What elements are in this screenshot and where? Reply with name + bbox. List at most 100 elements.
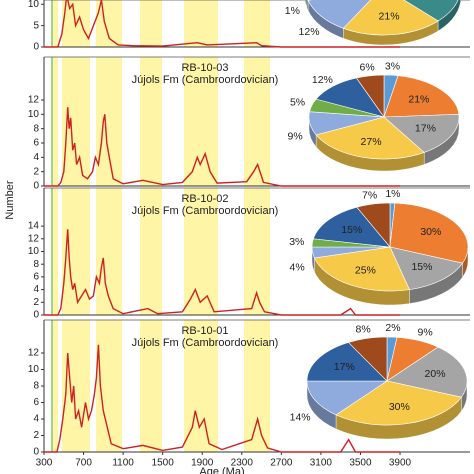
pie-label: 21% [379, 10, 400, 22]
panel-title: RB-10-01 [181, 325, 228, 337]
y-tick-label: 0 [33, 181, 39, 192]
pie-label: 27% [361, 136, 382, 148]
highlight-band [96, 188, 122, 315]
pie-label: 9% [288, 131, 303, 143]
pie-slice [383, 114, 460, 153]
pie-slice [389, 202, 469, 264]
x-tick-label: 3100 [310, 458, 333, 469]
pie-label: 15% [341, 224, 362, 236]
highlight-band [140, 188, 162, 315]
pie-slice [355, 74, 385, 118]
y-tick-label: 10 [28, 0, 40, 10]
pie-label: 4% [290, 261, 305, 273]
pie-label: 1% [285, 5, 300, 17]
y-tick-label: 0 [33, 42, 39, 53]
y-tick-label: 10 [28, 109, 40, 120]
pie-slice [335, 380, 462, 426]
x-tick-label: 2700 [270, 458, 293, 469]
x-axis-label: Age (Ma) [199, 466, 244, 474]
pie-label: 17% [415, 123, 436, 135]
y-axis-label: Number [4, 180, 16, 219]
pie-label: 21% [408, 94, 429, 106]
pie-slice [347, 336, 388, 382]
density-curve [44, 229, 400, 316]
pie-label: 17% [334, 361, 355, 373]
panel-title: RB-10-02 [181, 193, 228, 205]
y-tick-label: 8 [33, 123, 39, 134]
x-tick-label: 3500 [349, 458, 372, 469]
x-tick-label: 1500 [152, 458, 175, 469]
density-curve [44, 107, 400, 187]
y-tick-label: 0 [33, 310, 39, 321]
pie-label: 30% [389, 401, 410, 413]
highlight-band [184, 57, 218, 186]
x-tick-label: 3900 [389, 458, 412, 469]
highlight-bands [51, 0, 270, 452]
density-curve [44, 344, 400, 453]
highlight-band [184, 320, 218, 452]
y-tick-label: 8 [33, 381, 39, 392]
highlight-band [51, 188, 58, 315]
highlight-band [184, 188, 218, 315]
pie-label: 12% [299, 26, 320, 38]
y-tick-label: 2 [33, 430, 39, 441]
pie-label: 15% [411, 261, 432, 273]
pie-label: 9% [418, 326, 433, 338]
pie-rest-side [437, 0, 461, 32]
highlight-band [96, 57, 122, 186]
panel-subtitle: Jújols Fm (Cambroordovician) [132, 74, 279, 86]
y-tick-label: 0 [33, 447, 39, 458]
pie-rest [403, 0, 459, 22]
pie-label: 1% [385, 188, 400, 200]
pie-label: 3% [385, 61, 400, 73]
highlight-band [140, 57, 162, 186]
pie-slice [315, 116, 425, 160]
pie-label: 30% [420, 226, 441, 238]
highlight-band [51, 0, 58, 47]
y-tick-label: 12 [28, 95, 40, 106]
highlight-band [184, 0, 218, 47]
pie-label: 8% [356, 324, 371, 336]
pie-label: 6% [360, 61, 375, 73]
y-tick-label: 6 [33, 397, 39, 408]
highlight-band [140, 320, 162, 452]
pie-label: 25% [355, 264, 376, 276]
pie-slice [306, 380, 388, 416]
pie-slice [312, 206, 391, 248]
panel-subtitle: Jújols Fm (Cambroordovician) [132, 205, 279, 217]
y-tick-label: 4 [33, 414, 39, 425]
highlight-band [140, 0, 162, 47]
pie-label: 2% [385, 322, 400, 334]
pie-slice [386, 346, 468, 398]
pie-slice [314, 246, 410, 292]
y-tick-label: 5 [33, 20, 39, 31]
x-tick-label: 300 [36, 458, 53, 469]
density-curve [44, 0, 400, 48]
highlight-band [51, 320, 58, 452]
pie-slice [306, 342, 388, 382]
highlight-band [96, 0, 122, 47]
y-tick-label: 2 [33, 166, 39, 177]
panel-title: RB-10-03 [181, 62, 228, 74]
highlight-band [62, 57, 90, 186]
x-tick-label: 1100 [112, 458, 134, 469]
y-tick-label: 10 [28, 246, 40, 257]
highlight-band [244, 0, 270, 47]
highlight-band [244, 320, 270, 452]
panel-subtitle: Jújols Fm (Cambroordovician) [132, 337, 279, 349]
y-tick-label: 6 [33, 138, 39, 149]
x-tick-label: 700 [75, 458, 92, 469]
pie-slice [383, 75, 460, 118]
x-tick-label: 1900 [191, 458, 214, 469]
pie-rest-side [304, 0, 308, 8]
y-tick-label: 8 [33, 259, 39, 270]
pie-slice [342, 0, 439, 36]
pie-label: 7% [362, 189, 377, 201]
highlight-band [51, 57, 58, 186]
y-tick-label: 6 [33, 272, 39, 283]
x-tick-label: 2300 [231, 458, 254, 469]
pie-slice [389, 246, 464, 290]
pie-label: 5% [290, 97, 305, 109]
y-tick-label: 14 [28, 221, 40, 232]
